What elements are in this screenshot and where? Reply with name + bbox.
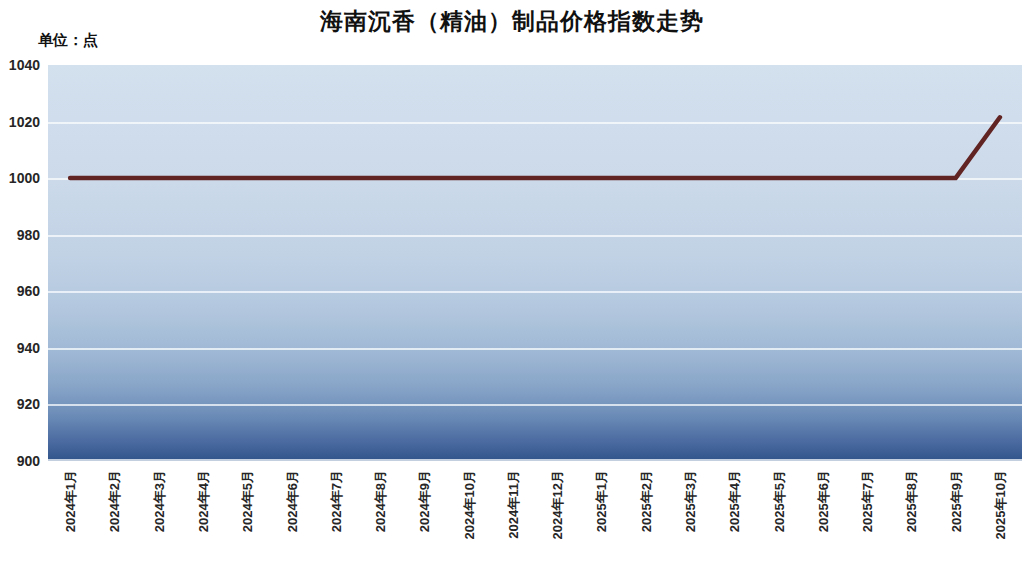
price-line-svg	[48, 65, 1022, 461]
x-axis-label: 2024年11月	[506, 470, 521, 539]
x-axis-label: 2025年3月	[683, 470, 698, 532]
plot-area	[48, 65, 1022, 461]
x-axis-label: 2024年3月	[152, 470, 167, 532]
x-axis-label: 2025年2月	[639, 470, 654, 532]
x-axis-label: 2024年4月	[196, 470, 211, 532]
x-axis-label: 2025年6月	[816, 470, 831, 532]
y-axis-label: 980	[0, 227, 40, 243]
page-title: 海南沉香（精油）制品价格指数走势	[0, 6, 1024, 37]
x-axis-label: 2025年8月	[904, 470, 919, 532]
unit-label: 单位：点	[38, 31, 98, 50]
x-axis-label: 2024年9月	[417, 470, 432, 532]
y-axis-label: 1040	[0, 57, 40, 73]
x-axis-label: 2025年10月	[993, 470, 1008, 539]
x-axis-label: 2024年1月	[63, 470, 78, 532]
x-axis-label: 2025年9月	[949, 470, 964, 532]
price-index-chart: 海南沉香（精油）制品价格指数走势 单位：点 900 920 940 960 980 100…	[0, 0, 1024, 563]
y-axis-label: 940	[0, 340, 40, 356]
x-axis-label: 2025年5月	[772, 470, 787, 532]
x-axis-label: 2024年7月	[329, 470, 344, 532]
x-axis-label: 2025年7月	[860, 470, 875, 532]
x-axis-label: 2025年1月	[594, 470, 609, 532]
x-axis-label: 2024年10月	[462, 470, 477, 539]
y-axis-label: 900	[0, 453, 40, 469]
x-axis-label: 2024年6月	[285, 470, 300, 532]
y-axis-label: 960	[0, 283, 40, 299]
x-axis-label: 2024年5月	[240, 470, 255, 532]
y-axis-label: 1000	[0, 170, 40, 186]
x-axis-label: 2024年12月	[550, 470, 565, 539]
price-line	[70, 117, 1000, 178]
y-axis-label: 1020	[0, 114, 40, 130]
x-axis-label: 2024年2月	[107, 470, 122, 532]
x-axis-label: 2025年4月	[727, 470, 742, 532]
y-axis-label: 920	[0, 396, 40, 412]
x-axis-label: 2024年8月	[373, 470, 388, 532]
